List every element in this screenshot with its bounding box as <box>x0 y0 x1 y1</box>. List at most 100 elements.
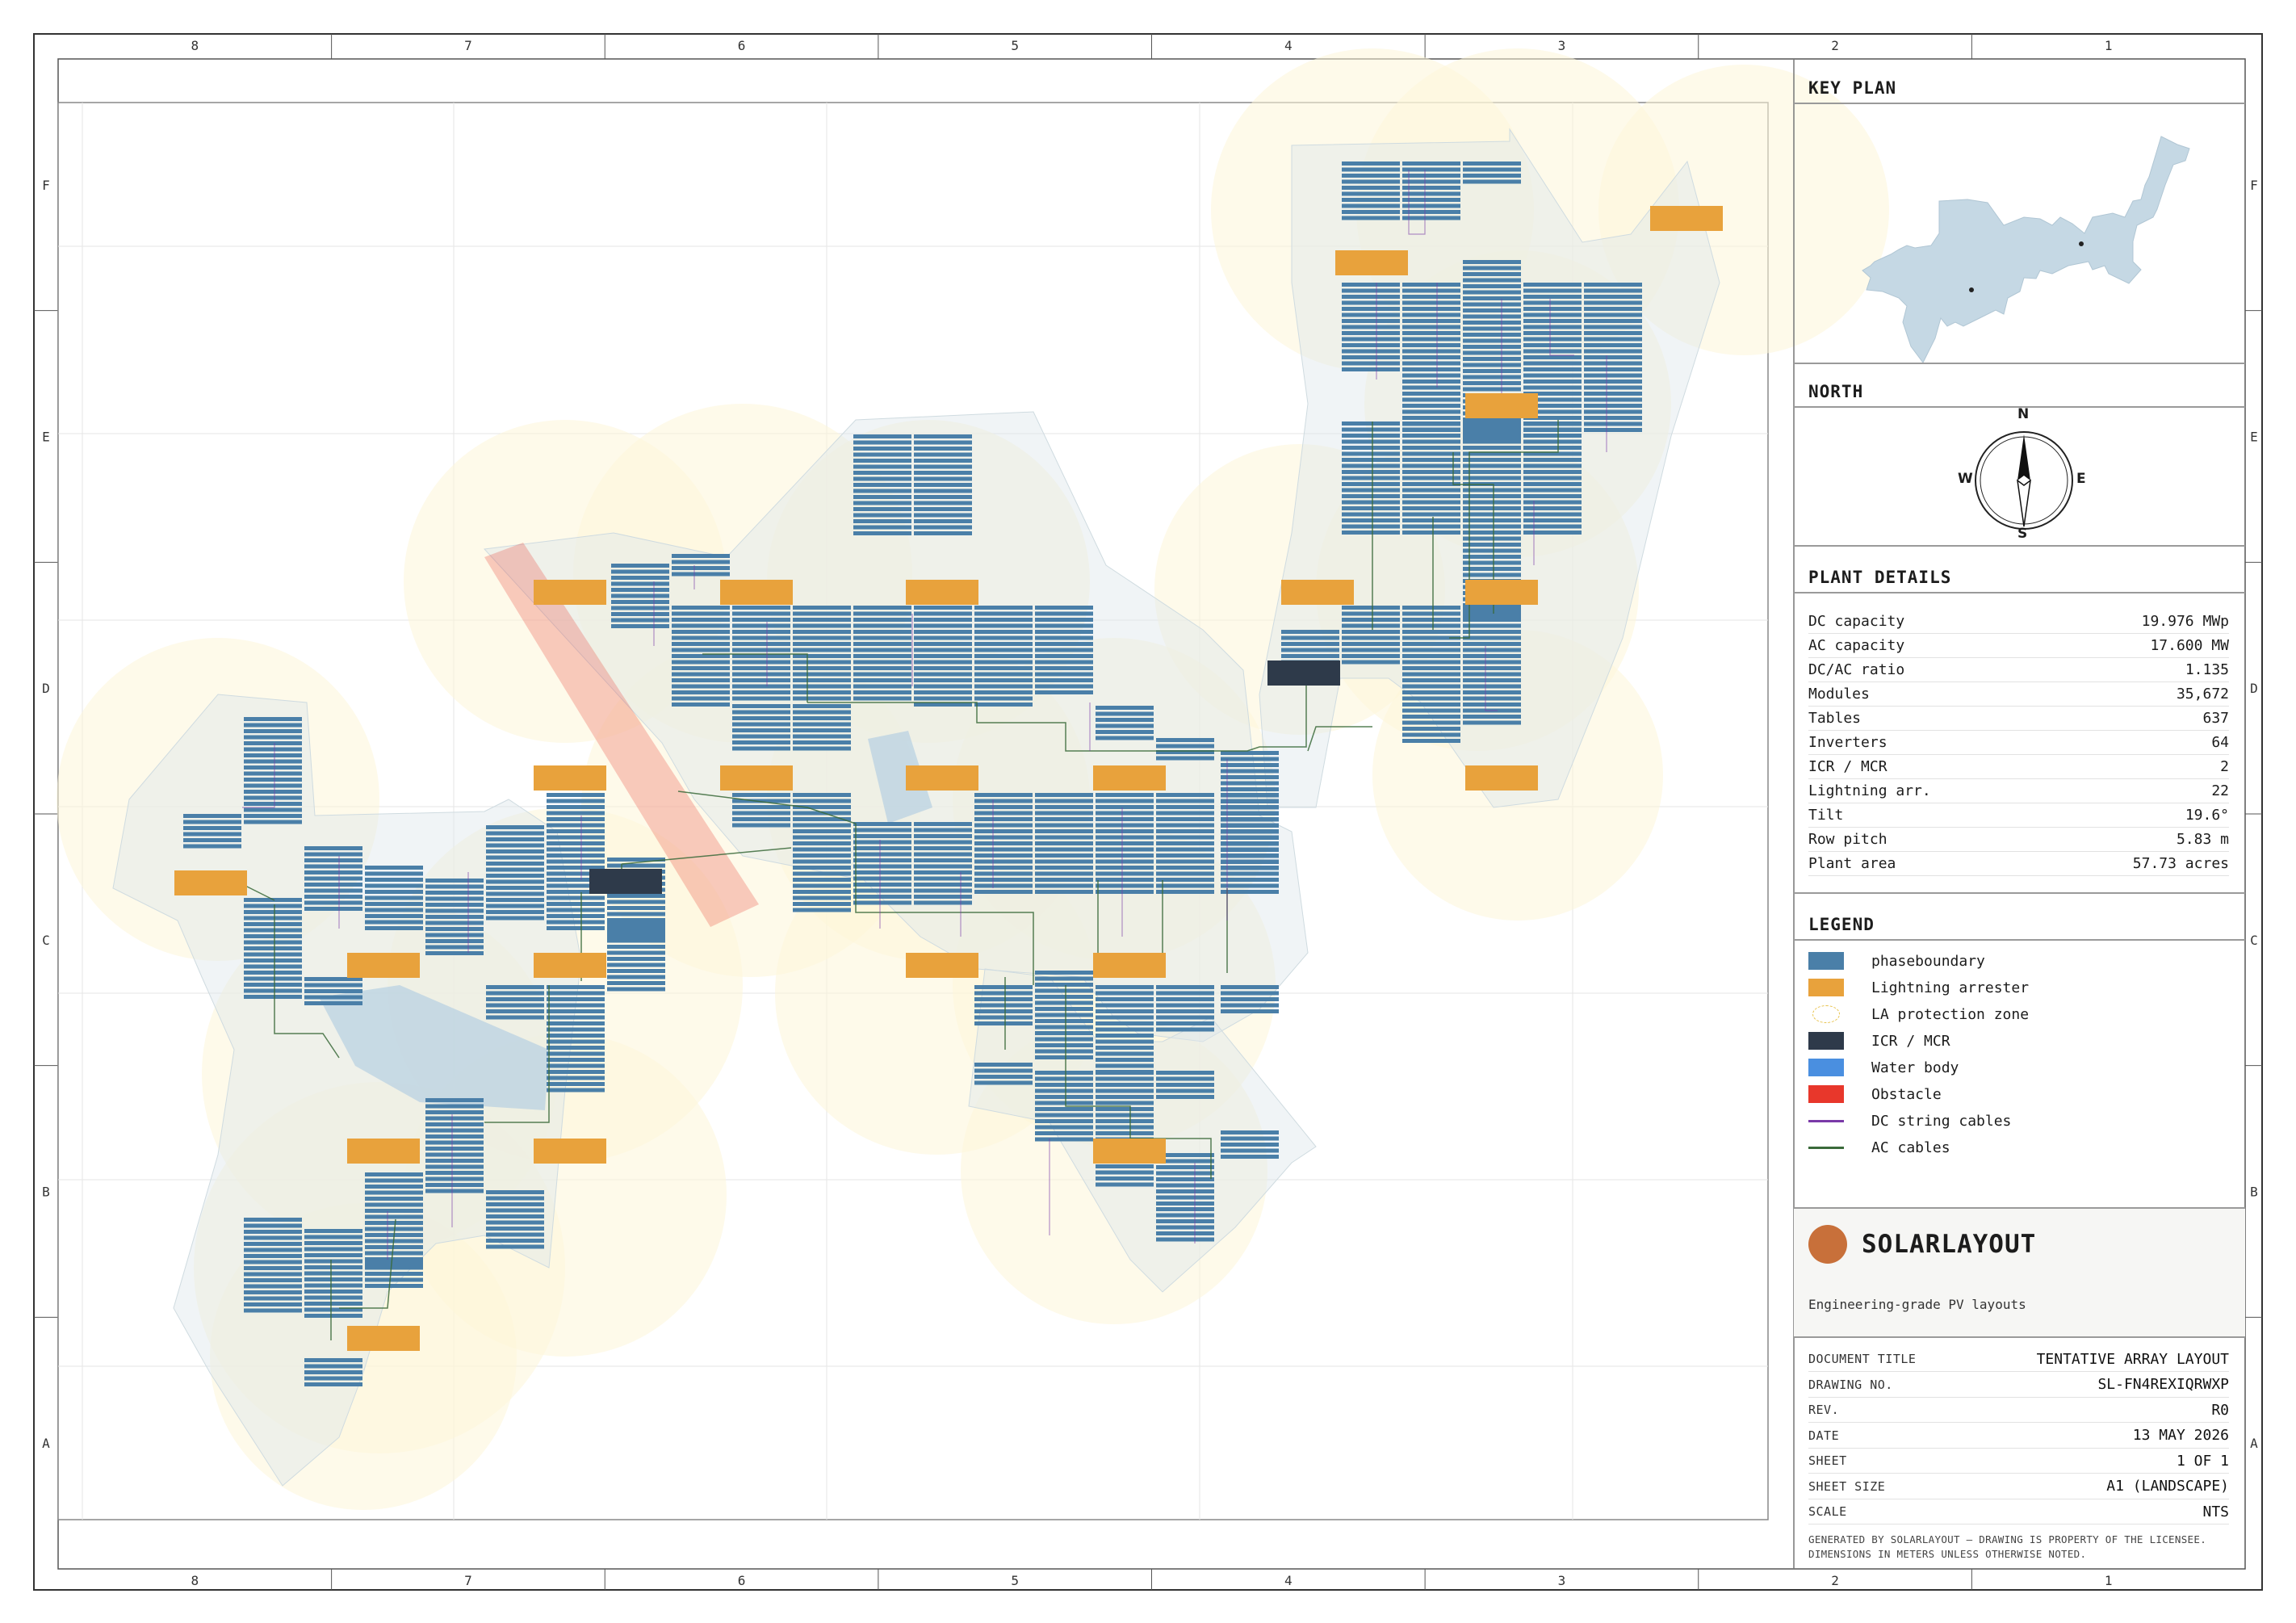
pv-table <box>425 1147 484 1151</box>
pv-table <box>853 464 911 469</box>
pv-table <box>853 876 911 881</box>
pv-table <box>365 1284 423 1288</box>
pv-table <box>1035 1095 1093 1099</box>
pv-table <box>1342 186 1400 190</box>
pv-table <box>1342 470 1400 474</box>
pv-table <box>1523 283 1582 287</box>
pv-table <box>1156 1015 1214 1020</box>
detail-value: 19.6° <box>2185 807 2229 824</box>
pv-table <box>1523 427 1582 432</box>
pv-table <box>1402 198 1460 202</box>
pv-table <box>1156 1027 1214 1032</box>
pv-table <box>1402 732 1460 737</box>
pv-table <box>1156 1231 1214 1235</box>
pv-table <box>672 690 730 694</box>
pv-table <box>1096 1051 1154 1056</box>
pv-table <box>853 678 911 682</box>
pv-table <box>365 895 423 900</box>
pv-table <box>486 1015 544 1020</box>
pv-table <box>853 660 911 665</box>
footer-note-1: GENERATED BY SOLARLAYOUT — DRAWING IS PR… <box>1808 1533 2207 1545</box>
pv-table <box>1584 397 1642 402</box>
pv-table <box>914 495 972 499</box>
pv-table <box>244 1296 302 1301</box>
pv-table <box>547 914 605 918</box>
pv-table <box>486 910 544 914</box>
pv-table <box>365 1227 423 1231</box>
pv-table <box>1523 295 1582 299</box>
grid-col-label-top: 6 <box>738 38 746 53</box>
pv-table <box>244 1242 302 1246</box>
pv-table <box>1096 890 1154 894</box>
pv-table <box>1402 666 1460 670</box>
pv-table <box>1342 295 1400 299</box>
pv-table <box>1156 805 1214 809</box>
pv-table <box>1463 387 1521 392</box>
pv-table <box>304 1265 362 1269</box>
pv-table <box>1402 409 1460 414</box>
pv-table <box>1221 817 1279 821</box>
pv-table <box>1156 871 1214 876</box>
pv-table <box>1156 1237 1214 1242</box>
pv-table <box>1584 319 1642 323</box>
pv-table <box>1523 482 1582 486</box>
pv-table <box>732 704 790 708</box>
lightning-arrester <box>347 1139 420 1164</box>
pv-table <box>607 858 665 862</box>
detail-row: Tilt 19.6° <box>1808 803 2229 828</box>
pv-table <box>1156 811 1214 816</box>
pv-table <box>1156 1165 1214 1169</box>
pv-table <box>1035 878 1093 882</box>
pv-table <box>914 822 972 826</box>
pv-table <box>1584 288 1642 293</box>
pv-table <box>547 1088 605 1092</box>
pv-table <box>1402 611 1460 616</box>
pv-table <box>365 1202 423 1207</box>
pv-table <box>1402 494 1460 498</box>
pv-table <box>1342 434 1400 438</box>
water-body <box>868 731 932 824</box>
pv-table <box>793 895 851 900</box>
pv-table <box>304 1001 362 1005</box>
lightning-arresters <box>174 206 1723 1351</box>
pv-block <box>1402 161 1460 220</box>
legend-item: phaseboundary <box>1808 950 1985 972</box>
pv-table <box>486 849 544 853</box>
pv-table <box>244 1248 302 1252</box>
pv-table <box>1096 1125 1154 1130</box>
pv-table <box>1523 397 1582 402</box>
pv-table <box>547 1063 605 1068</box>
pv-table <box>853 630 911 634</box>
pv-table <box>607 906 665 910</box>
pv-block <box>1035 793 1093 894</box>
grid-row-label-left: A <box>42 1436 50 1451</box>
pv-table <box>672 630 730 634</box>
pv-table <box>1342 361 1400 366</box>
pv-table <box>244 916 302 921</box>
pv-table <box>974 654 1033 658</box>
pv-table <box>486 1220 544 1225</box>
pv-table <box>793 623 851 628</box>
pv-table <box>1342 630 1400 634</box>
pv-table <box>304 983 362 988</box>
pv-table <box>1035 1076 1093 1081</box>
pv-table <box>793 648 851 652</box>
pv-table <box>853 888 911 893</box>
compass-w: W <box>1958 471 1973 487</box>
pv-table <box>304 1247 362 1252</box>
pv-table <box>732 793 790 797</box>
pv-table <box>1463 623 1521 628</box>
pv-table <box>304 1314 362 1318</box>
pv-table <box>1035 1119 1093 1123</box>
pv-table <box>1463 615 1521 619</box>
pv-table <box>547 895 605 900</box>
pv-table <box>547 890 605 894</box>
pv-table <box>1096 1113 1154 1118</box>
pv-table <box>1096 1107 1154 1111</box>
pv-table <box>425 1134 484 1139</box>
pv-table <box>1156 859 1214 864</box>
pv-table <box>793 684 851 689</box>
pv-table <box>365 914 423 918</box>
pv-table <box>244 1254 302 1258</box>
pv-block <box>183 814 241 849</box>
